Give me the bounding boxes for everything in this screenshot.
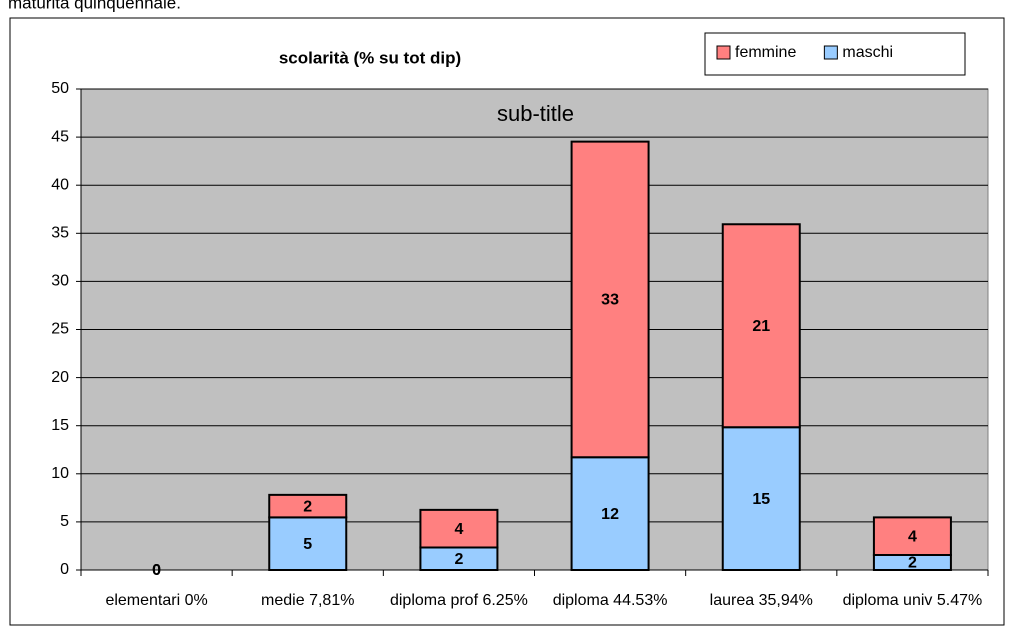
- y-tick-label: 50: [51, 80, 69, 97]
- y-tick-label: 20: [51, 369, 69, 386]
- x-tick-label-box: diploma prof 6.25%: [389, 592, 528, 609]
- bar-segment: [570, 456, 650, 571]
- legend-label: maschi: [842, 44, 893, 61]
- y-tick-label: 30: [51, 273, 69, 290]
- x-tick-label-box: laurea 35,94%: [709, 592, 813, 609]
- legend-swatch: [823, 45, 838, 60]
- legend-label: femmine: [735, 44, 796, 61]
- y-tick-label: 10: [51, 465, 69, 482]
- data-label: 12: [601, 506, 619, 523]
- legend-swatch: [716, 45, 731, 60]
- caption: maturità quinquennale.: [8, 0, 181, 12]
- chart-title: scolarità (% su tot dip): [279, 48, 461, 67]
- data-label: 0: [152, 562, 161, 579]
- bar-segment: [570, 140, 650, 459]
- x-tick-label: elementari 0%: [105, 592, 208, 609]
- y-tick-label: 45: [51, 128, 69, 145]
- bar-segment: [721, 223, 801, 429]
- x-tick-label-box: medie 7,81%: [261, 592, 355, 609]
- x-tick-label: diploma 44.53%: [552, 592, 668, 609]
- data-label: 0: [152, 562, 161, 579]
- x-tick-label-box: diploma 44.53%: [552, 592, 668, 609]
- data-label: 2: [454, 551, 463, 568]
- bar-segment: [872, 516, 952, 556]
- bar-segment: [721, 426, 801, 571]
- data-label: 15: [752, 491, 770, 508]
- y-tick-label: 0: [60, 561, 69, 578]
- y-tick-label: 25: [51, 321, 69, 338]
- x-tick-label: diploma univ 5.47%: [842, 592, 983, 609]
- data-label: 5: [303, 536, 312, 553]
- data-label: 4: [454, 521, 463, 538]
- x-tick-label-box: elementari 0%: [105, 592, 208, 609]
- y-tick-label: 5: [60, 513, 69, 530]
- y-tick-label: 40: [51, 176, 69, 193]
- data-label: 2: [303, 498, 312, 515]
- data-label: 21: [752, 318, 770, 335]
- subtitle: sub-title: [497, 101, 574, 126]
- x-tick-label: diploma prof 6.25%: [389, 592, 528, 609]
- x-tick-label-box: diploma univ 5.47%: [842, 592, 983, 609]
- data-label: 33: [601, 292, 619, 309]
- y-tick-label: 15: [51, 417, 69, 434]
- y-tick-label: 35: [51, 225, 69, 242]
- x-tick-label: medie 7,81%: [261, 592, 355, 609]
- bar-segment: [268, 516, 348, 571]
- data-label: 4: [908, 528, 917, 545]
- bar-segment: [419, 508, 499, 549]
- data-label: 2: [908, 555, 917, 572]
- bar-segment: [268, 493, 348, 519]
- x-tick-label: laurea 35,94%: [709, 592, 813, 609]
